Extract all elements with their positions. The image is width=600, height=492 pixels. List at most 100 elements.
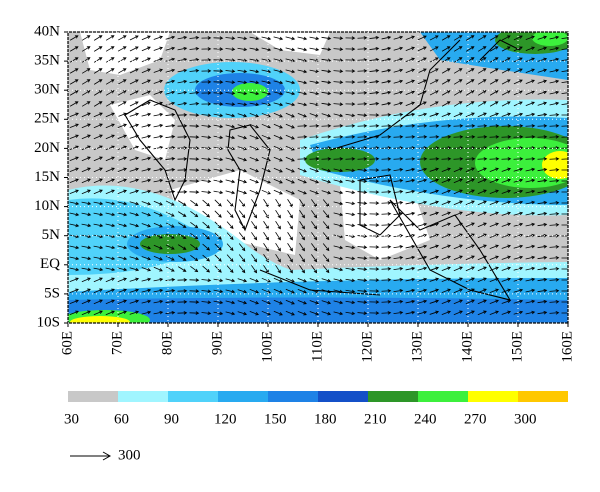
wind-vector xyxy=(226,265,234,274)
colorbar-swatch xyxy=(218,391,268,402)
wind-vector xyxy=(357,124,368,128)
y-tick-label: 35N xyxy=(34,53,60,69)
wind-vector xyxy=(129,277,140,282)
wind-vector xyxy=(537,35,548,40)
wind-vector xyxy=(561,79,568,84)
wind-vector xyxy=(214,243,222,251)
wind-vector xyxy=(69,145,79,151)
wind-vector xyxy=(141,79,151,85)
wind-vector xyxy=(309,311,320,316)
wind-vector xyxy=(153,255,163,261)
wind-vector xyxy=(117,90,127,96)
wind-vector xyxy=(489,68,499,74)
wind-vector xyxy=(345,157,356,161)
wind-vector xyxy=(381,101,392,106)
contour xyxy=(250,32,330,55)
wind-vector xyxy=(153,189,164,194)
wind-vector xyxy=(489,299,499,305)
wind-vector xyxy=(287,243,293,252)
wind-vector xyxy=(249,80,260,85)
wind-vector xyxy=(477,157,488,161)
wind-vector xyxy=(285,80,296,85)
wind-vector xyxy=(225,135,236,140)
wind-vector xyxy=(309,36,320,41)
wind-vector xyxy=(285,36,296,41)
wind-vector xyxy=(177,157,188,161)
wind-vector xyxy=(105,57,115,63)
wind-vector xyxy=(177,168,188,172)
wind-vector xyxy=(129,101,139,107)
wind-vector xyxy=(357,157,368,161)
wind-vector xyxy=(489,200,499,206)
wind-vector xyxy=(309,69,320,74)
wind-vector xyxy=(489,255,499,261)
wind-vector xyxy=(465,124,476,128)
wind-vector xyxy=(501,35,511,41)
wind-vector xyxy=(202,232,211,240)
wind-vector xyxy=(311,221,318,230)
wind-vector xyxy=(117,212,128,217)
wind-vector xyxy=(321,36,332,41)
wind-vector xyxy=(117,134,127,139)
wind-vector xyxy=(141,212,152,217)
wind-vector xyxy=(177,289,188,293)
wind-vector xyxy=(177,79,188,84)
wind-vector xyxy=(345,201,356,206)
colorbar-label: 300 xyxy=(514,411,537,427)
wind-vector xyxy=(417,79,427,85)
wind-vector xyxy=(117,68,127,74)
wind-vector xyxy=(429,46,439,52)
wind-vector xyxy=(225,69,236,73)
wind-vector xyxy=(177,101,188,106)
wind-vector xyxy=(429,277,440,282)
wind-vector xyxy=(549,223,560,227)
wind-vector xyxy=(465,35,475,41)
wind-vector xyxy=(129,189,140,194)
wind-vector xyxy=(381,190,392,194)
wind-vector xyxy=(141,310,152,315)
wind-vector xyxy=(489,266,499,272)
wind-vector xyxy=(441,135,452,139)
wind-vector xyxy=(201,157,212,162)
wind-vector xyxy=(513,35,523,41)
wind-vector xyxy=(357,80,368,84)
wind-vector xyxy=(453,35,463,41)
colorbar-swatch xyxy=(318,391,368,402)
x-tick-label: 110E xyxy=(309,331,325,362)
wind-vector xyxy=(489,178,499,184)
wind-vector xyxy=(441,90,451,96)
wind-vector xyxy=(93,156,103,162)
colorbar-label: 180 xyxy=(314,411,337,427)
wind-vector xyxy=(141,245,152,250)
wind-vector xyxy=(226,232,234,241)
wind-vector xyxy=(465,299,475,305)
wind-vector xyxy=(93,79,103,85)
wind-vector xyxy=(465,310,475,316)
wind-vector xyxy=(165,288,176,293)
wind-vector xyxy=(549,79,560,84)
wind-vector xyxy=(513,255,524,260)
wind-vector xyxy=(441,46,451,52)
wind-vector xyxy=(202,221,211,229)
wind-vector xyxy=(429,222,440,227)
wind-vector xyxy=(285,299,295,305)
wind-vector xyxy=(105,156,115,162)
wind-vector xyxy=(237,80,248,85)
wind-vector xyxy=(561,190,568,194)
wind-vector xyxy=(153,233,163,239)
wind-vector xyxy=(477,112,487,118)
wind-vector xyxy=(311,243,318,252)
wind-vector xyxy=(561,278,568,282)
wind-vector xyxy=(561,311,568,315)
wind-vector xyxy=(297,157,308,161)
wind-vector xyxy=(273,167,283,173)
wind-vector xyxy=(441,244,451,249)
wind-vector xyxy=(525,244,536,249)
wind-vector xyxy=(201,190,212,195)
wind-vector xyxy=(477,266,487,272)
wind-vector xyxy=(489,46,499,52)
wind-vector xyxy=(369,157,380,161)
wind-vector xyxy=(213,69,224,73)
wind-vector xyxy=(225,289,236,294)
wind-vector xyxy=(285,167,295,173)
